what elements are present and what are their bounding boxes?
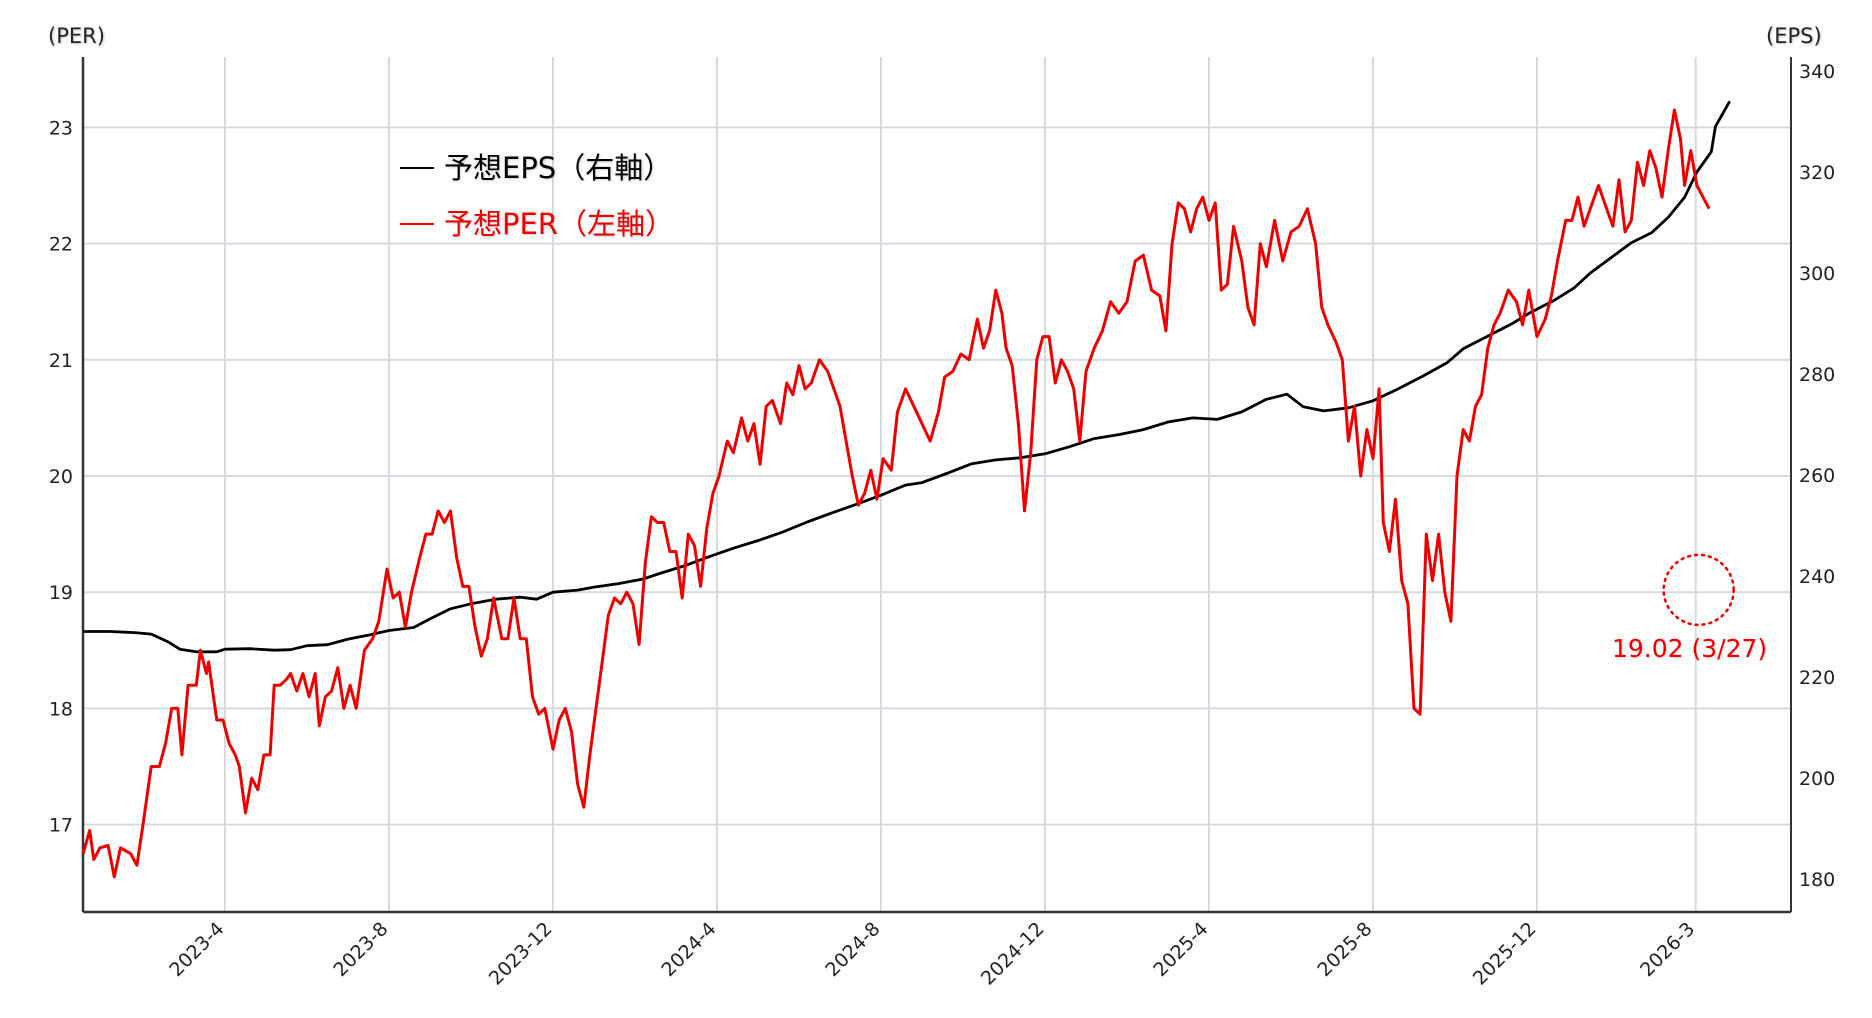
gridlines (83, 57, 1791, 912)
x-tick-label: 2024-4 (657, 918, 720, 981)
tick-labels: 17 18 19 20 21 22 23 180 200 220 240 260 280 300 320 34… (49, 61, 1835, 990)
legend-label-per: 予想PER（左軸） (444, 207, 674, 241)
x-tick-label: 2024-12 (977, 918, 1049, 990)
left-tick-label: 17 (49, 815, 73, 837)
left-axis-unit: (PER) (48, 24, 105, 48)
x-tick-label: 2023-4 (165, 918, 228, 981)
right-tick-label: 180 (1799, 869, 1835, 891)
legend-item-eps: 予想EPS（右軸） (400, 140, 674, 196)
legend: 予想EPS（右軸） 予想PER（左軸） (400, 140, 674, 252)
axes (81, 57, 1792, 914)
legend-swatch-per (400, 223, 434, 225)
legend-item-per: 予想PER（左軸） (400, 196, 674, 252)
series-lines (81, 100, 1731, 879)
right-tick-label: 200 (1799, 768, 1835, 790)
x-tick-label: 2025-4 (1149, 918, 1212, 981)
left-tick-label: 21 (49, 350, 73, 372)
right-tick-label: 260 (1799, 465, 1835, 487)
per-line (81, 108, 1711, 879)
left-tick-label: 22 (49, 234, 73, 256)
x-tick-label: 2025-8 (1313, 918, 1376, 981)
right-tick-label: 340 (1799, 61, 1835, 83)
x-tick-label: 2025-12 (1469, 918, 1541, 990)
x-tick-label: 2026-3 (1636, 918, 1699, 981)
x-tick-label: 2023-12 (485, 918, 557, 990)
x-tick-label: 2023-8 (329, 918, 392, 981)
x-tick-label: 2024-8 (821, 918, 884, 981)
legend-label-eps: 予想EPS（右軸） (444, 151, 673, 185)
left-tick-label: 20 (49, 466, 73, 488)
left-tick-label: 18 (49, 698, 73, 720)
eps-line (83, 100, 1731, 654)
right-tick-label: 240 (1799, 566, 1835, 588)
legend-swatch-eps (400, 167, 434, 169)
right-tick-label: 280 (1799, 364, 1835, 386)
right-axis-unit: (EPS) (1766, 24, 1822, 48)
annotation-marker (1662, 553, 1735, 627)
left-tick-label: 23 (49, 117, 73, 139)
left-tick-label: 19 (49, 582, 73, 604)
right-tick-label: 220 (1799, 667, 1835, 689)
right-tick-label: 320 (1799, 162, 1835, 184)
last-value-annotation: 19.02 (3/27) (1612, 634, 1768, 663)
right-tick-label: 300 (1799, 263, 1835, 285)
